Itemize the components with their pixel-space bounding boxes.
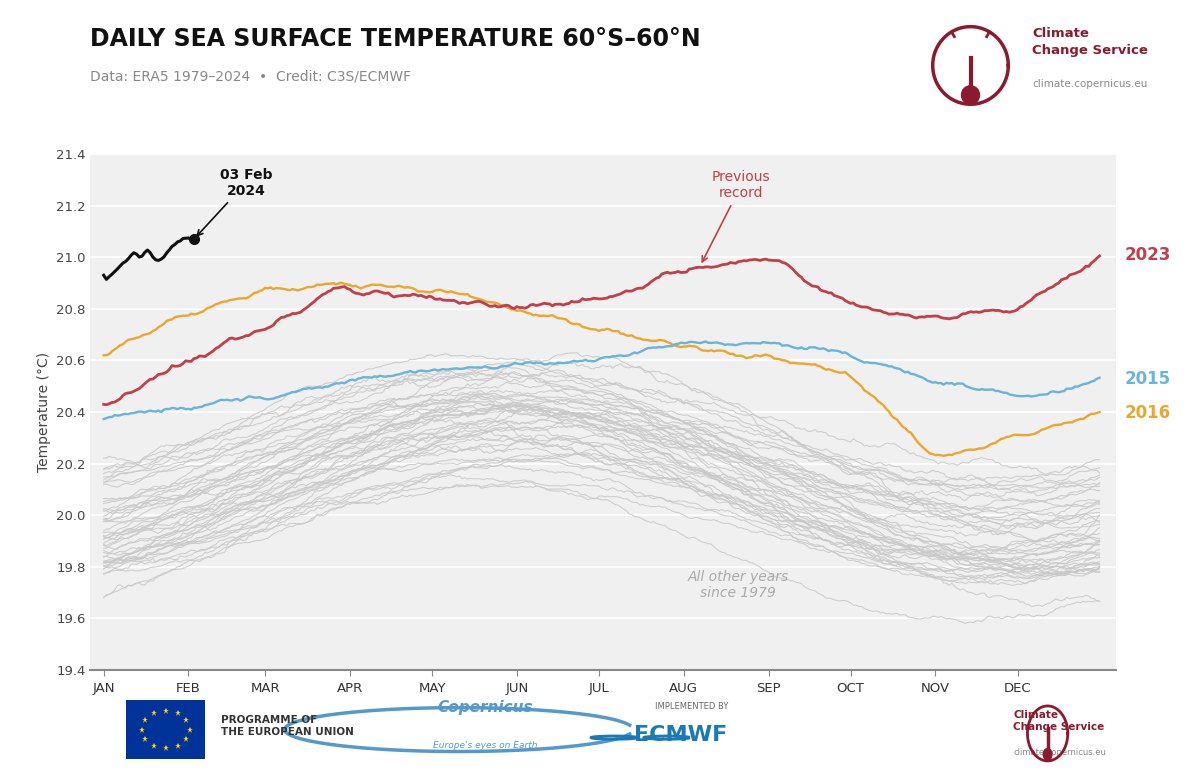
Text: DAILY SEA SURFACE TEMPERATURE 60°S–60°N: DAILY SEA SURFACE TEMPERATURE 60°S–60°N xyxy=(90,27,701,51)
Text: Copernicus: Copernicus xyxy=(438,700,533,715)
Text: climate.copernicus.eu: climate.copernicus.eu xyxy=(1013,748,1106,758)
Text: 2023: 2023 xyxy=(1124,246,1170,263)
Text: 03 Feb
2024: 03 Feb 2024 xyxy=(197,168,272,236)
Text: Data: ERA5 1979–2024  •  Credit: C3S/ECMWF: Data: ERA5 1979–2024 • Credit: C3S/ECMWF xyxy=(90,69,412,83)
Text: 2015: 2015 xyxy=(1124,370,1170,388)
Circle shape xyxy=(1043,748,1052,760)
Text: Europe's eyes on Earth: Europe's eyes on Earth xyxy=(433,742,538,750)
Bar xyxy=(126,701,205,759)
Text: IMPLEMENTED BY: IMPLEMENTED BY xyxy=(654,701,728,711)
Text: Climate
Change Service: Climate Change Service xyxy=(1013,710,1104,732)
Text: Climate
Change Service: Climate Change Service xyxy=(1032,27,1148,57)
Text: PROGRAMME OF
THE EUROPEAN UNION: PROGRAMME OF THE EUROPEAN UNION xyxy=(221,715,354,737)
Circle shape xyxy=(961,85,979,104)
Y-axis label: Temperature (°C): Temperature (°C) xyxy=(37,352,50,472)
Text: Previous
record: Previous record xyxy=(702,170,770,262)
Text: ECMWF: ECMWF xyxy=(634,725,727,745)
Text: 2016: 2016 xyxy=(1124,404,1170,422)
Text: climate.copernicus.eu: climate.copernicus.eu xyxy=(1032,79,1147,89)
Text: All other years
since 1979: All other years since 1979 xyxy=(688,570,790,600)
